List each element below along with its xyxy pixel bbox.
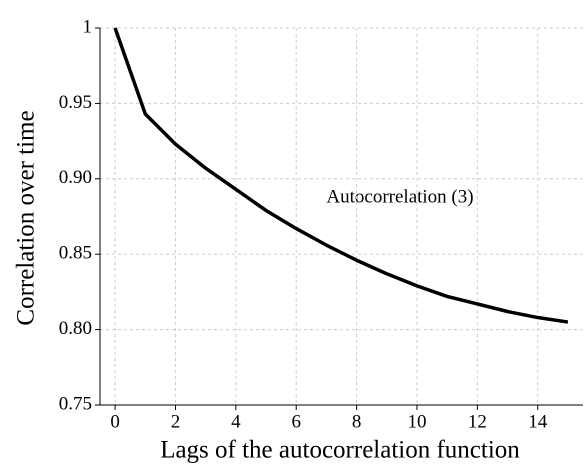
x-tick-label: 6 [291,411,301,432]
x-tick-label: 0 [110,411,120,432]
y-tick-label: 0.90 [59,167,92,188]
y-tick-label: 0.85 [59,243,92,264]
y-tick-label: 0.75 [59,393,92,414]
x-tick-label: 14 [528,411,548,432]
y-tick-label: 0.95 [59,92,92,113]
x-tick-label: 2 [171,411,181,432]
y-tick-label: 1 [83,16,93,37]
y-tick-label: 0.80 [59,318,92,339]
x-tick-label: 12 [468,411,487,432]
y-axis-label: Correlation over time [13,110,40,325]
annotation: Autocorrelation (3) [326,186,473,207]
x-tick-label: 10 [407,411,426,432]
x-axis-label: Lags of the autocorrelation function [160,437,520,464]
line [113,27,569,324]
x-tick-label: 8 [352,411,362,432]
x-tick-label: 4 [231,411,241,432]
